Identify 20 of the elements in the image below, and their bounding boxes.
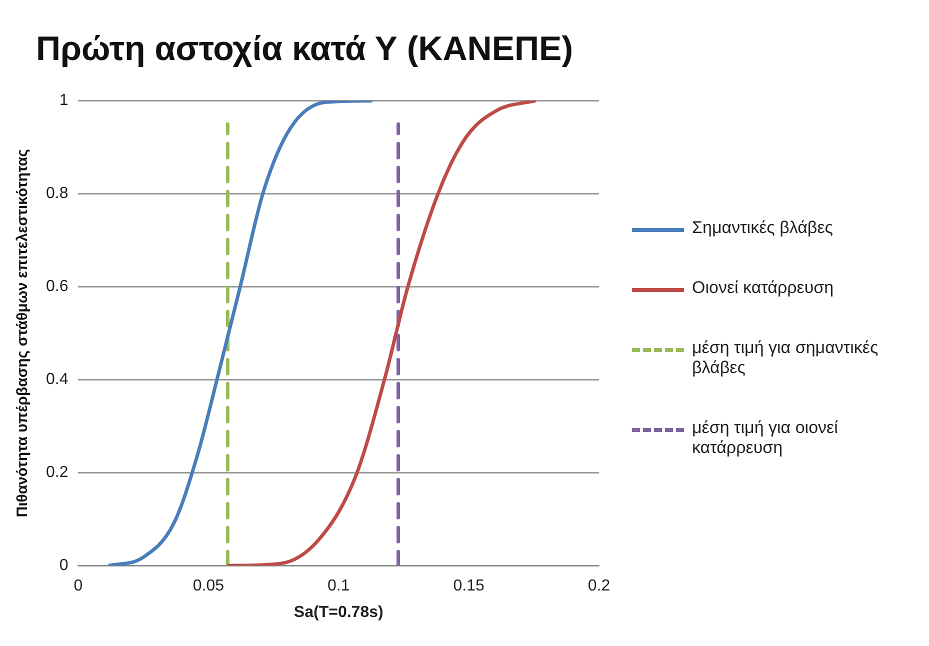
y-tick-label: 0.2 (46, 464, 68, 482)
legend-label: μέση τιμή για οιονεί κατάρρευση (692, 418, 839, 458)
y-tick-label: 0.6 (46, 278, 68, 296)
y-tick-label: 0 (59, 557, 68, 574)
y-tick-label: 1 (59, 92, 68, 110)
x-tick-label: 0.15 (453, 578, 484, 595)
x-tick-label: 0.05 (192, 578, 224, 595)
y-axis-title: Πιθανότητα υπέρβασης στάθμων επιτελεστικότητας (14, 148, 32, 518)
line-series (108, 100, 373, 566)
x-tick-label: 0 (74, 578, 83, 595)
line-series (226, 100, 536, 566)
legend-label: μέση τιμή για σημαντικές βλάβες (692, 338, 880, 378)
x-axis-title: Sa(T=0.78s) (294, 604, 384, 621)
x-tick-label: 0.1 (327, 578, 350, 595)
y-tick-label: 0.4 (46, 371, 68, 388)
x-tick-label: 0.2 (588, 578, 610, 595)
y-tick-label: 0.8 (46, 185, 68, 202)
legend-label: Σημαντικές βλάβες (692, 218, 833, 238)
legend-label: Οιονεί κατάρρευση (692, 278, 834, 298)
chart-title: Πρώτη αστοχία κατά Υ (ΚΑΝΕΠΕ) (36, 30, 574, 68)
